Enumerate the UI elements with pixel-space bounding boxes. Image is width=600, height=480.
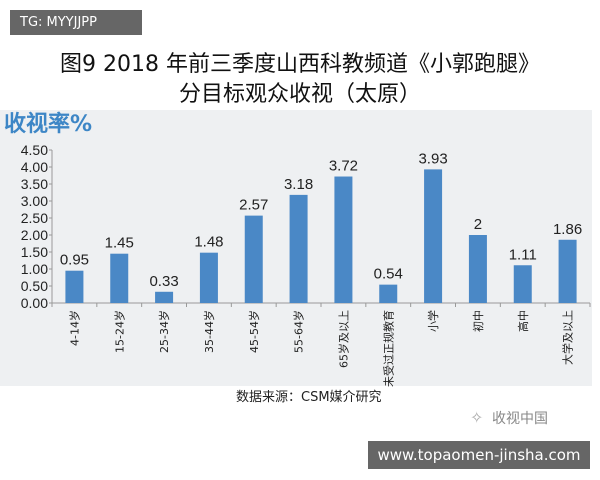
bar [424,169,443,303]
x-tick-label: 未受过正规教育 [381,310,395,387]
data-label: 1.45 [105,235,134,252]
y-tick-label: 3.00 [21,193,48,209]
bar [289,194,308,303]
y-tick-label: 2.00 [21,227,48,243]
data-label: 3.18 [284,176,313,193]
channel-tag: TG: MYYJJPP [10,10,142,35]
y-tick-label: 0.50 [21,278,48,294]
x-tick-label: 大学及以上 [561,310,575,365]
y-tick-label: 1.50 [21,244,48,260]
bar [558,239,577,303]
y-tick-label: 4.00 [21,159,48,175]
x-tick-label: 55-64岁 [292,310,306,353]
watermark: 收视中国 [492,411,548,427]
y-tick-label: 3.50 [21,176,48,192]
wechat-logo-icon: ✧ [470,408,484,427]
x-tick-label: 4-14岁 [67,310,81,346]
data-label: 2.57 [239,197,268,214]
data-label: 0.33 [149,273,178,290]
bar [110,253,129,303]
bar [334,176,353,303]
data-label: 1.48 [194,234,223,251]
bar [379,284,398,303]
x-tick-label: 35-44岁 [202,310,216,353]
x-tick-label: 45-54岁 [247,310,261,353]
bar [199,252,218,303]
y-tick-label: 1.00 [21,261,48,277]
chart-subtitle: 分目标观众收视（太原） [178,82,421,107]
y-tick-label: 2.50 [21,210,48,226]
url-banner: www.topaomen-jinsha.com [368,441,590,469]
bar [65,270,84,303]
bar [155,291,174,303]
y-tick-label: 0.00 [21,295,48,311]
data-label: 1.11 [509,246,537,263]
data-label: 2 [474,216,482,233]
chart-title: 图9 2018 年前三季度山西科教频道《小郭跑腿》 [60,52,540,77]
x-tick-label: 65岁及以上 [336,310,350,368]
bar [513,265,532,303]
data-label: 0.54 [374,266,403,283]
data-label: 0.95 [60,252,89,269]
bar [244,215,263,303]
x-tick-label: 高中 [516,310,530,332]
x-tick-label: 初中 [471,310,485,332]
y-axis-label: 收视率% [4,112,93,137]
data-label: 3.72 [329,158,358,175]
data-label: 3.93 [418,150,447,167]
x-tick-label: 15-24岁 [112,310,126,353]
bar [468,235,487,303]
x-tick-label: 小学 [426,310,440,332]
x-tick-label: 25-34岁 [157,310,171,353]
y-tick-label: 4.50 [21,142,48,158]
source-note: 数据来源：CSM媒介研究 [236,390,382,405]
data-label: 1.86 [553,221,582,238]
